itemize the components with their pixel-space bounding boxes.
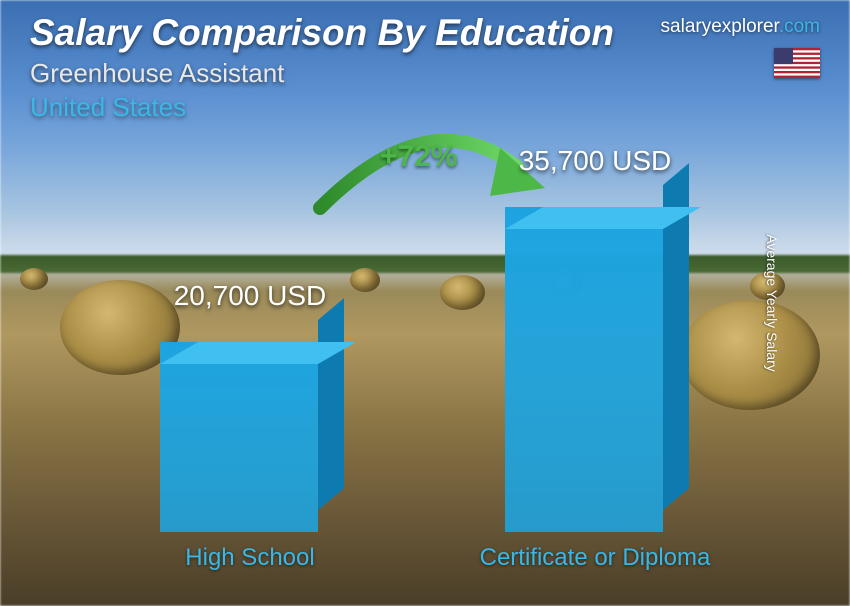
bar-label: Certificate or Diploma bbox=[445, 544, 745, 572]
bar-group: 35,700 USDCertificate or Diploma bbox=[505, 142, 705, 572]
bar bbox=[505, 207, 663, 532]
bar-chart: 20,700 USDHigh School35,700 USDCertifica… bbox=[0, 142, 850, 572]
bar-group: 20,700 USDHigh School bbox=[160, 142, 360, 572]
bar-value: 35,700 USD bbox=[465, 145, 725, 177]
bar-label: High School bbox=[100, 544, 400, 572]
bar-value: 20,700 USD bbox=[120, 280, 380, 312]
chart-title: Salary Comparison By Education bbox=[30, 12, 614, 54]
brand-main: salaryexplorer bbox=[661, 16, 779, 37]
chart-subtitle: Greenhouse Assistant bbox=[30, 58, 284, 89]
chart-country: United States bbox=[30, 92, 186, 123]
bar bbox=[160, 342, 318, 532]
bar-side bbox=[318, 298, 344, 510]
brand-suffix: .com bbox=[779, 16, 820, 37]
bar-front bbox=[505, 207, 663, 532]
brand-logo: salaryexplorer.com bbox=[661, 16, 820, 38]
flag-icon bbox=[774, 48, 820, 78]
bar-front bbox=[160, 342, 318, 532]
